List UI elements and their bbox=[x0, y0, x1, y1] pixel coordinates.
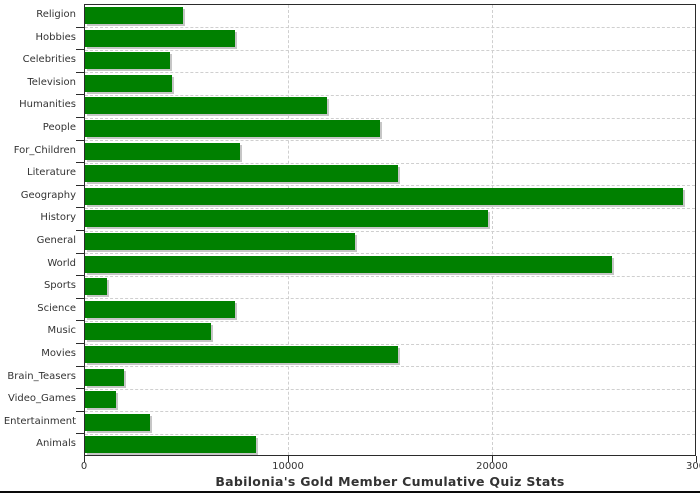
gridline-horizontal bbox=[85, 72, 695, 74]
y-axis-tick bbox=[76, 184, 84, 186]
y-axis-tick bbox=[76, 139, 84, 141]
gridline-horizontal bbox=[85, 207, 695, 209]
gridline-horizontal bbox=[85, 433, 695, 435]
gridline-horizontal bbox=[85, 162, 695, 164]
category-label: General bbox=[36, 235, 76, 246]
category-label: Celebrities bbox=[22, 54, 76, 66]
y-axis-tick bbox=[76, 343, 84, 344]
category-label: Animals bbox=[36, 438, 76, 450]
y-axis-tick bbox=[76, 230, 84, 231]
gridline-horizontal bbox=[85, 94, 695, 96]
bar-hobbies bbox=[85, 29, 236, 47]
gridline-horizontal bbox=[85, 366, 695, 368]
category-label: Science bbox=[37, 302, 76, 314]
x-tick-label: 300 bbox=[686, 461, 700, 472]
category-label: Movies bbox=[41, 348, 76, 359]
gridline-horizontal bbox=[85, 343, 695, 345]
gridline-vertical bbox=[491, 5, 493, 455]
bar-literature bbox=[85, 165, 399, 183]
y-axis-tick bbox=[76, 297, 84, 299]
x-axis-tick bbox=[288, 456, 289, 462]
y-axis-tick bbox=[76, 71, 84, 73]
x-axis-tick bbox=[492, 456, 493, 462]
y-axis-tick bbox=[76, 433, 84, 435]
x-axis-tick bbox=[84, 456, 85, 462]
bottom-divider bbox=[0, 491, 700, 493]
category-label: Humanities bbox=[19, 99, 76, 111]
category-label: History bbox=[40, 212, 76, 224]
y-axis-tick bbox=[76, 275, 84, 277]
bar-for_children bbox=[85, 142, 240, 160]
chart-title: Babilonia's Gold Member Cumulative Quiz … bbox=[215, 474, 565, 489]
category-label: Entertainment bbox=[3, 415, 76, 427]
category-label: People bbox=[42, 122, 76, 133]
category-label: Geography bbox=[20, 189, 76, 201]
bar-movies bbox=[85, 346, 399, 363]
y-axis-tick bbox=[76, 252, 84, 254]
gridline-horizontal bbox=[85, 140, 695, 142]
gridline-horizontal bbox=[85, 320, 695, 322]
gridline-vertical bbox=[288, 5, 290, 455]
y-axis-tick bbox=[76, 117, 84, 118]
gridline-horizontal bbox=[85, 230, 695, 232]
category-label: Video_Games bbox=[8, 393, 76, 405]
category-label: Literature bbox=[27, 167, 76, 179]
bar-entertainment bbox=[85, 413, 151, 431]
category-label: Hobbies bbox=[35, 31, 76, 43]
y-axis-tick bbox=[76, 410, 84, 412]
category-label: Music bbox=[47, 325, 76, 337]
gridline-horizontal bbox=[85, 275, 695, 277]
bar-brain_teasers bbox=[85, 368, 124, 386]
bar-animals bbox=[85, 436, 256, 454]
y-axis-tick bbox=[76, 94, 84, 96]
bar-geography bbox=[85, 187, 683, 205]
gridline-horizontal bbox=[85, 49, 695, 51]
bar-sports bbox=[85, 278, 108, 296]
y-axis-tick bbox=[76, 365, 84, 367]
category-label: Brain_Teasers bbox=[7, 370, 76, 382]
gridline-horizontal bbox=[85, 411, 695, 413]
y-axis-tick bbox=[76, 162, 84, 164]
gridline-horizontal bbox=[85, 388, 695, 390]
bar-humanities bbox=[85, 97, 327, 115]
category-label: Sports bbox=[43, 280, 76, 292]
gridline-horizontal bbox=[85, 27, 695, 29]
y-axis-tick bbox=[76, 207, 84, 209]
x-tick-label: 0 bbox=[80, 461, 88, 472]
x-axis-tick bbox=[696, 456, 697, 462]
bar-video_games bbox=[85, 391, 116, 409]
bar-history bbox=[85, 210, 488, 228]
gridline-horizontal bbox=[85, 253, 695, 255]
bar-world bbox=[85, 255, 612, 273]
bar-people bbox=[85, 120, 380, 137]
category-label: Religion bbox=[36, 9, 76, 20]
bar-religion bbox=[85, 7, 183, 24]
bar-music bbox=[85, 323, 212, 341]
gridline-horizontal bbox=[85, 117, 695, 119]
y-axis-tick bbox=[76, 49, 84, 51]
gridline-horizontal bbox=[85, 298, 695, 300]
x-tick-label: 20000 bbox=[476, 461, 508, 472]
bar-celebrities bbox=[85, 52, 171, 70]
category-label: Television bbox=[27, 76, 76, 88]
plot-area bbox=[84, 4, 696, 456]
bar-general bbox=[85, 233, 356, 250]
category-label: World bbox=[47, 257, 76, 269]
bar-television bbox=[85, 74, 173, 92]
y-axis-tick bbox=[76, 388, 84, 390]
bar-science bbox=[85, 300, 236, 318]
x-tick-label: 10000 bbox=[272, 461, 304, 472]
y-axis-tick bbox=[76, 320, 84, 322]
category-label: For_Children bbox=[13, 144, 76, 156]
gridline-horizontal bbox=[85, 185, 695, 187]
y-axis-tick bbox=[76, 26, 84, 28]
